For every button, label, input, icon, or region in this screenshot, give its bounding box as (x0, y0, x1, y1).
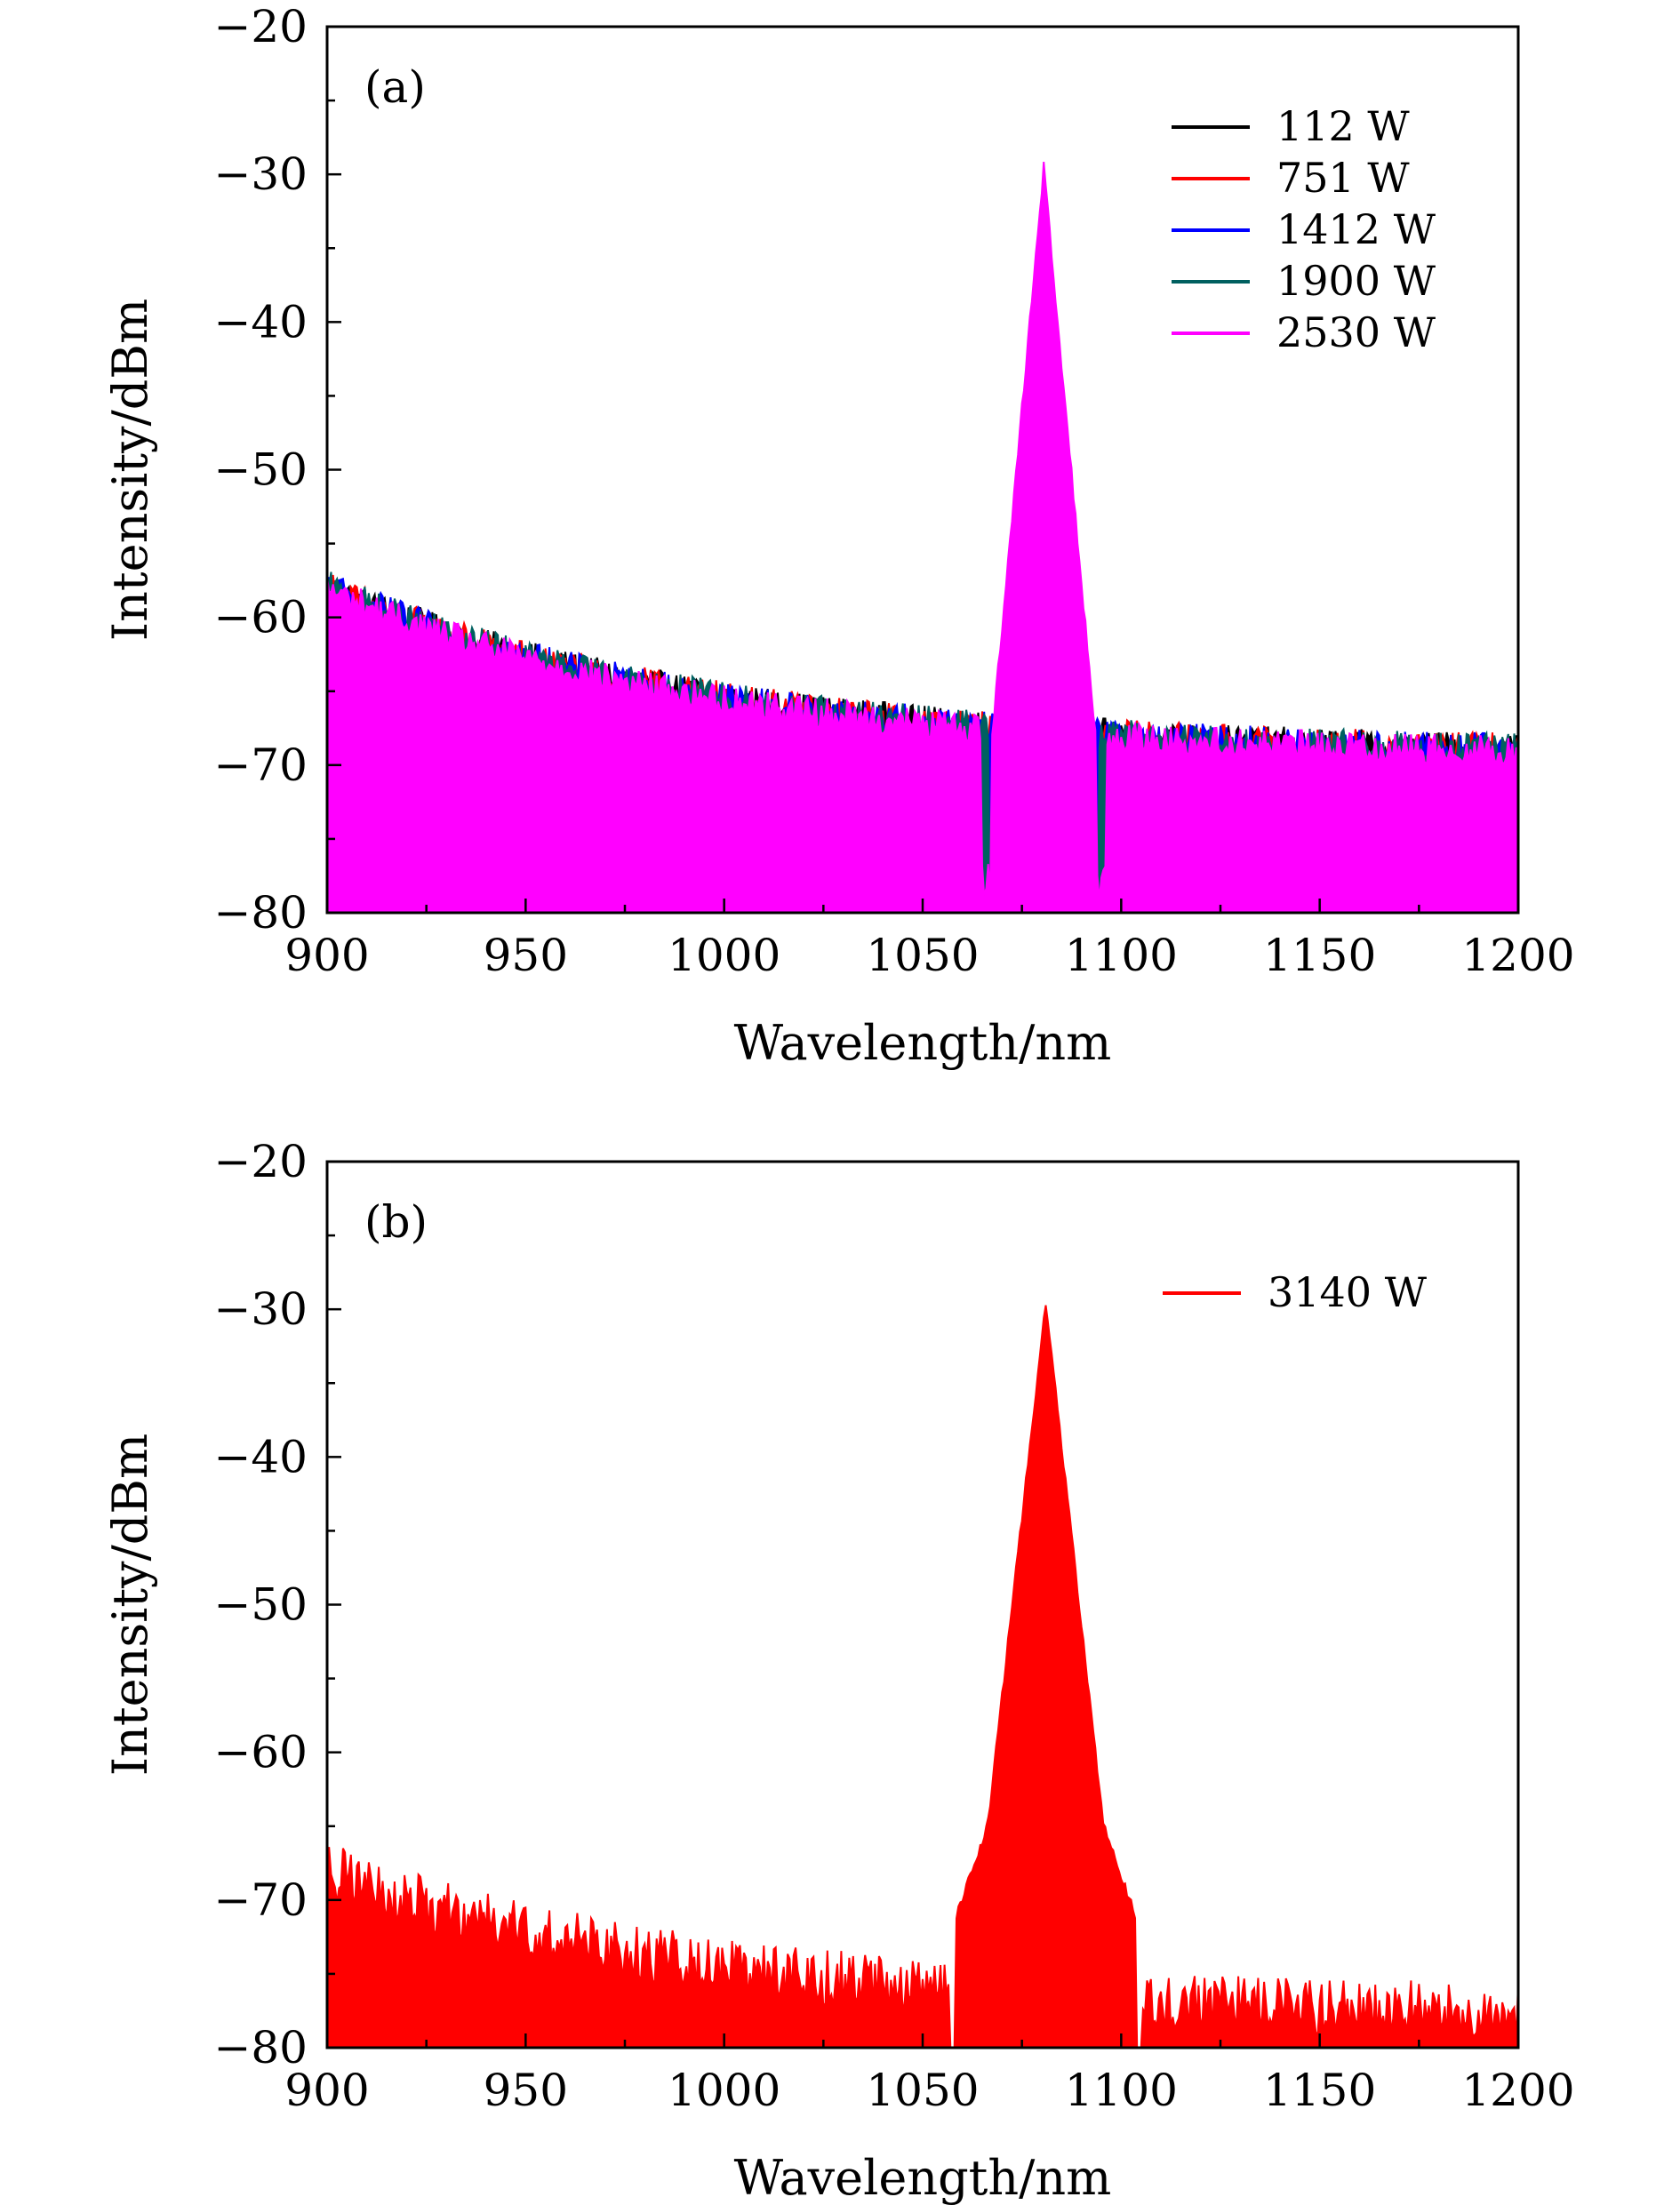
y-axis-title: Intensity/dBm (102, 1434, 158, 1776)
x-axis-title: Wavelength/nm (734, 1015, 1112, 1071)
y-tick-label: −50 (213, 444, 308, 496)
legend-label: 1412 W (1276, 205, 1436, 253)
series-3140w (327, 1305, 1518, 2048)
x-tick-label: 950 (484, 2065, 568, 2116)
y-tick-label: −40 (213, 296, 308, 348)
x-tick-label: 1050 (866, 2065, 979, 2116)
y-axis-title: Intensity/dBm (102, 299, 158, 641)
x-tick-label: 1200 (1461, 2065, 1574, 2116)
x-tick-label: 1000 (668, 930, 780, 981)
x-tick-label: 1150 (1263, 2065, 1376, 2116)
series-2530w (327, 162, 1518, 913)
y-tick-label: −60 (213, 1727, 308, 1778)
y-tick-label: −60 (213, 592, 308, 643)
x-tick-label: 1200 (1461, 930, 1574, 981)
x-tick-label: 900 (284, 930, 369, 981)
y-tick-label: −70 (213, 1874, 308, 1926)
plot-area (327, 1305, 1518, 2048)
x-tick-label: 1050 (866, 930, 979, 981)
y-tick-label: −50 (213, 1579, 308, 1631)
x-axis-title: Wavelength/nm (734, 2150, 1112, 2205)
legend-label: 2530 W (1276, 308, 1436, 356)
legend-label: 1900 W (1276, 257, 1436, 305)
legend-label: 751 W (1276, 154, 1410, 202)
x-tick-label: 1150 (1263, 930, 1376, 981)
x-tick-label: 1100 (1065, 930, 1178, 981)
legend-label: 3140 W (1268, 1268, 1428, 1316)
panel-label: (b) (364, 1196, 428, 1248)
plot-area (327, 162, 1518, 913)
y-tick-label: −40 (213, 1431, 308, 1482)
y-tick-label: −30 (213, 148, 308, 200)
y-tick-label: −30 (213, 1283, 308, 1335)
y-tick-label: −80 (213, 2022, 308, 2073)
x-tick-label: 900 (284, 2065, 369, 2116)
x-tick-label: 1100 (1065, 2065, 1178, 2116)
x-tick-label: 950 (484, 930, 568, 981)
y-tick-label: −80 (213, 887, 308, 939)
y-tick-label: −20 (213, 1, 308, 52)
y-tick-label: −70 (213, 739, 308, 791)
legend: 3140 W (1163, 1268, 1428, 1316)
legend-label: 112 W (1276, 102, 1410, 150)
x-tick-label: 1000 (668, 2065, 780, 2116)
y-tick-label: −20 (213, 1136, 308, 1187)
panel-label: (a) (364, 61, 426, 113)
